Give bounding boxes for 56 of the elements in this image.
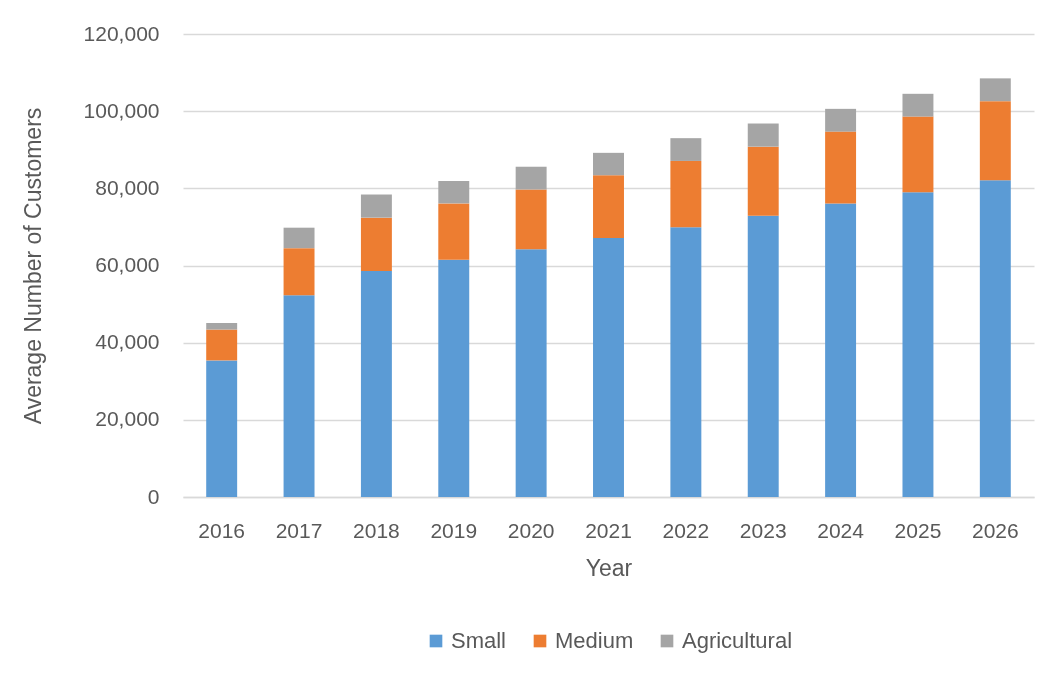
bar: [902, 116, 934, 193]
y-tick-label: 60,000: [95, 253, 160, 276]
y-axis-title: Average Number of Customers: [19, 107, 46, 425]
x-tick-label: 2023: [739, 518, 787, 542]
bar: [283, 295, 315, 497]
legend-label: Small: [451, 628, 507, 653]
bar: [515, 189, 547, 250]
bar: [360, 217, 392, 271]
bar: [206, 322, 238, 330]
bar: [670, 227, 702, 497]
x-tick-label: 2022: [662, 518, 710, 542]
y-tick-label: 20,000: [95, 407, 160, 431]
legend-label: Medium: [555, 628, 634, 653]
bar: [515, 166, 547, 190]
x-tick-label: 2021: [585, 518, 632, 542]
bar: [670, 138, 702, 161]
legend-label: Agricultural: [682, 628, 793, 653]
bar: [979, 101, 1011, 181]
bar: [979, 180, 1011, 497]
bar: [902, 192, 934, 497]
bar: [747, 123, 779, 147]
bar: [670, 160, 702, 228]
bar: [438, 259, 470, 497]
y-tick-label: 100,000: [83, 98, 160, 122]
x-tick-label: 2026: [971, 518, 1019, 542]
x-tick-label: 2016: [198, 518, 246, 542]
bar: [593, 238, 624, 497]
bar: [515, 249, 547, 497]
bar: [825, 131, 857, 204]
x-tick-label: 2020: [507, 518, 555, 542]
bar: [438, 181, 470, 204]
x-tick-label: 2017: [275, 518, 323, 542]
bar: [283, 227, 315, 249]
x-tick-label: 2025: [894, 518, 942, 542]
y-tick-label: 80,000: [95, 175, 160, 199]
x-tick-label: 2018: [353, 518, 400, 542]
bar: [825, 108, 857, 132]
y-tick-label: 0: [147, 484, 160, 508]
y-tick-label: 40,000: [95, 330, 160, 354]
bar: [438, 203, 470, 260]
bar: [825, 203, 857, 497]
bar: [283, 248, 315, 296]
bar: [747, 215, 779, 497]
bar: [360, 194, 392, 218]
bar: [747, 146, 779, 216]
bar: [593, 152, 624, 176]
x-tick-label: 2019: [430, 518, 478, 542]
bar: [206, 329, 238, 361]
bar: [979, 78, 1011, 102]
bar: [593, 175, 624, 239]
bar: [902, 93, 934, 117]
x-tick-label: 2024: [817, 518, 865, 542]
y-tick-label: 120,000: [83, 21, 160, 45]
bar: [360, 270, 392, 497]
bar: [206, 360, 238, 497]
x-axis-title: Year: [585, 554, 633, 581]
